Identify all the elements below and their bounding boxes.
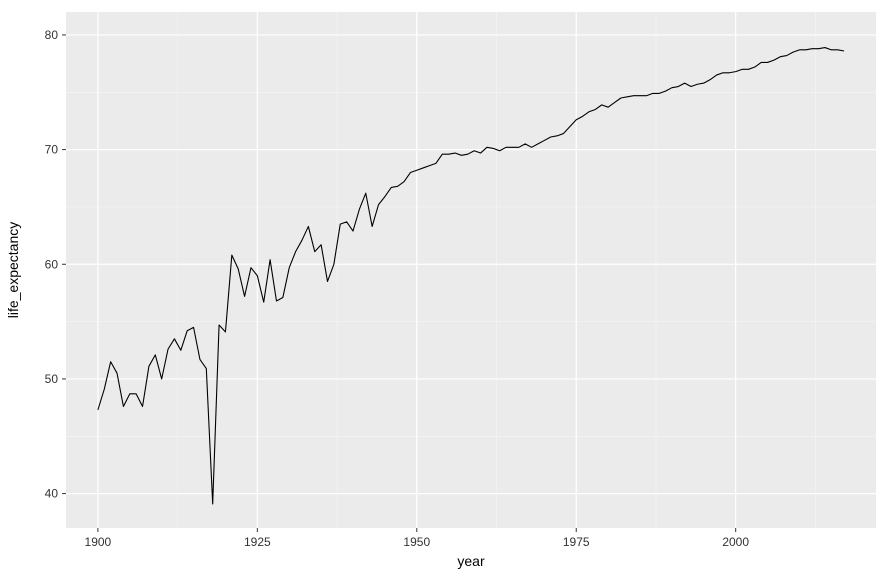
x-tick-label: 1975 xyxy=(563,535,590,549)
y-tick-label: 50 xyxy=(45,372,59,386)
x-tick-label: 1950 xyxy=(403,535,430,549)
y-tick-label: 70 xyxy=(45,143,59,157)
x-tick-label: 1900 xyxy=(85,535,112,549)
y-tick-label: 60 xyxy=(45,257,59,271)
plot-panel xyxy=(66,12,876,528)
x-tick-label: 1925 xyxy=(244,535,271,549)
chart-svg: 1900 1925 1950 1975 2000 40 50 60 70 80 year life_e… xyxy=(0,0,893,572)
y-tick-label: 40 xyxy=(45,487,59,501)
x-tick-label: 2000 xyxy=(722,535,749,549)
y-axis-title: life_expectancy xyxy=(5,222,21,319)
x-axis-title: year xyxy=(457,553,485,569)
line-chart: 1900 1925 1950 1975 2000 40 50 60 70 80 year life_e… xyxy=(0,0,893,572)
y-tick-label: 80 xyxy=(45,28,59,42)
